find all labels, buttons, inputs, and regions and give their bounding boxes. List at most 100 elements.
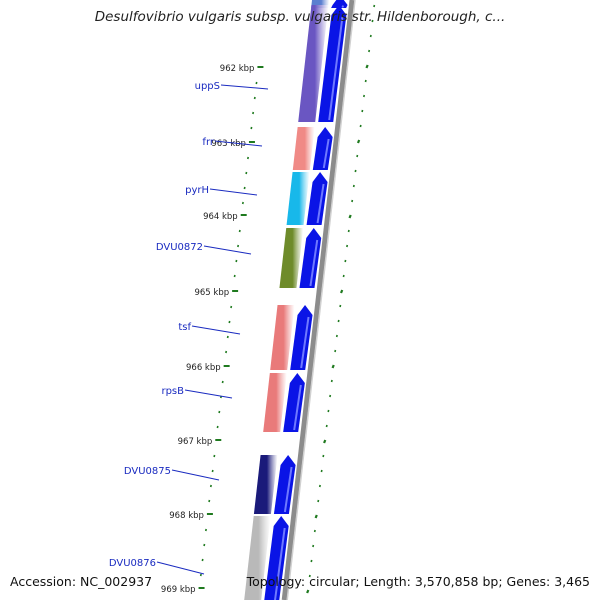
ruler-minor-tick [237, 244, 240, 248]
ruler-minor-tick [230, 305, 233, 309]
gene-label-dvu0872[interactable]: DVU0872 [156, 242, 203, 253]
cds-arrow[interactable] [283, 373, 305, 432]
track-dot [323, 439, 327, 444]
gene-block-dvu0876[interactable] [243, 516, 271, 604]
gene-label-pyrh[interactable]: pyrH [185, 185, 209, 196]
track-dot [317, 499, 320, 503]
track-dot [356, 154, 359, 158]
backbone-highlight [286, 0, 356, 601]
ruler-label: 966 kbp [186, 363, 221, 373]
track-dot [318, 484, 321, 488]
cds-track [263, 0, 348, 604]
genome-summary-text: Topology: circular; Length: 3,570,858 bp… [246, 574, 590, 589]
track-dot [335, 334, 338, 338]
gene-block-pyrh[interactable] [286, 172, 310, 225]
gene-label-rpsb[interactable]: rpsB [161, 386, 184, 397]
track-dot [306, 589, 310, 594]
track-dot [346, 244, 349, 248]
gene-block-dvu0872[interactable] [279, 228, 304, 288]
track-dot [313, 529, 316, 533]
ruler-label: 968 kbp [169, 511, 204, 521]
track-dot [308, 574, 311, 578]
ruler-minor-tick [246, 156, 250, 160]
track-dot [351, 199, 354, 203]
ruler-minor-tick [235, 259, 238, 263]
gene-label-dvu0875[interactable]: DVU0875 [124, 466, 171, 477]
ruler-label: 963 kbp [211, 139, 246, 149]
ruler-minor-tick [208, 499, 211, 503]
track-dot [362, 94, 366, 98]
gene-leader-line [214, 140, 263, 147]
track-dot [371, 19, 374, 23]
cds-arrow[interactable] [306, 172, 328, 225]
gene-leader-line [156, 561, 205, 575]
track-dot [347, 229, 350, 233]
ruler-minor-tick [228, 320, 231, 324]
cds-arrow-highlight [293, 384, 302, 431]
ruler-minor-tick [216, 425, 219, 429]
ruler-minor-tick [221, 380, 224, 384]
track-dot [320, 469, 323, 473]
ruler-minor-tick [243, 186, 246, 190]
gene-labels: uppS frr pyrH DVU0872 tsf rpsB DVU0875 DVU0876 [109, 81, 269, 575]
ruler-minor-tick [209, 484, 212, 488]
ruler-label: 964 kbp [203, 212, 238, 222]
track-dot [325, 424, 328, 428]
cds-arrow-highlight [309, 239, 319, 287]
cds-arrow-highlight [322, 138, 330, 169]
track-dot [329, 394, 332, 398]
track-dot [344, 259, 347, 263]
track-dot [354, 169, 357, 173]
gene-leader-line [220, 84, 269, 90]
gene-block-dvu0875[interactable] [253, 455, 278, 514]
track-dot [359, 124, 362, 128]
gene-leader-line [191, 325, 241, 335]
organism-title: Desulfovibrio vulgaris subsp. vulgaris s… [94, 9, 506, 25]
cds-arrow-highlight [341, 5, 345, 8]
track-dot [331, 364, 335, 369]
ruler-minor-tick [226, 335, 229, 339]
gene-label-frr[interactable]: frr [202, 137, 214, 148]
track-dot [310, 559, 313, 563]
gene-block-frr[interactable] [292, 127, 315, 170]
gene-leader-line [184, 389, 233, 399]
cds-arrow-highlight [300, 316, 310, 369]
gene-block-rpsb[interactable] [263, 373, 287, 432]
gene-label-tsf[interactable]: tsf [178, 322, 191, 333]
gene-label-upps[interactable]: uppS [195, 81, 220, 92]
dotted-track [306, 4, 376, 594]
track-dot [339, 304, 342, 308]
ruler-minor-tick [204, 528, 207, 532]
track-dot [340, 289, 344, 294]
gene-leader-line [171, 469, 220, 481]
ruler-minor-tick [213, 454, 216, 458]
ruler-label: 965 kbp [194, 288, 229, 298]
track-dot [356, 139, 361, 144]
cds-arrow-highlight [316, 183, 325, 224]
track-dot [373, 4, 376, 8]
gene-leader-line [203, 245, 252, 255]
gene-block-upps[interactable] [298, 5, 329, 122]
cds-arrow-highlight [273, 527, 286, 604]
cds-arrow[interactable] [273, 455, 296, 514]
track-dot [342, 274, 345, 278]
gene-label-dvu0876[interactable]: DVU0876 [109, 558, 156, 569]
gene-block-tsf[interactable] [270, 305, 295, 370]
ruler-minor-tick [255, 81, 258, 85]
track-dot [368, 49, 371, 53]
ruler-minor-tick [211, 469, 214, 473]
track-dot [337, 319, 340, 323]
ruler-minor-tick [203, 543, 206, 547]
ruler-minor-tick [250, 126, 253, 130]
gene-track [243, 0, 330, 604]
track-dot [352, 184, 355, 188]
cds-arrow[interactable] [312, 127, 333, 170]
track-dot [327, 409, 330, 413]
ruler-minor-tick [201, 558, 204, 562]
ruler-label: 962 kbp [220, 64, 255, 74]
track-dot [365, 64, 369, 69]
track-dot [369, 34, 372, 38]
track-dot [322, 454, 325, 458]
